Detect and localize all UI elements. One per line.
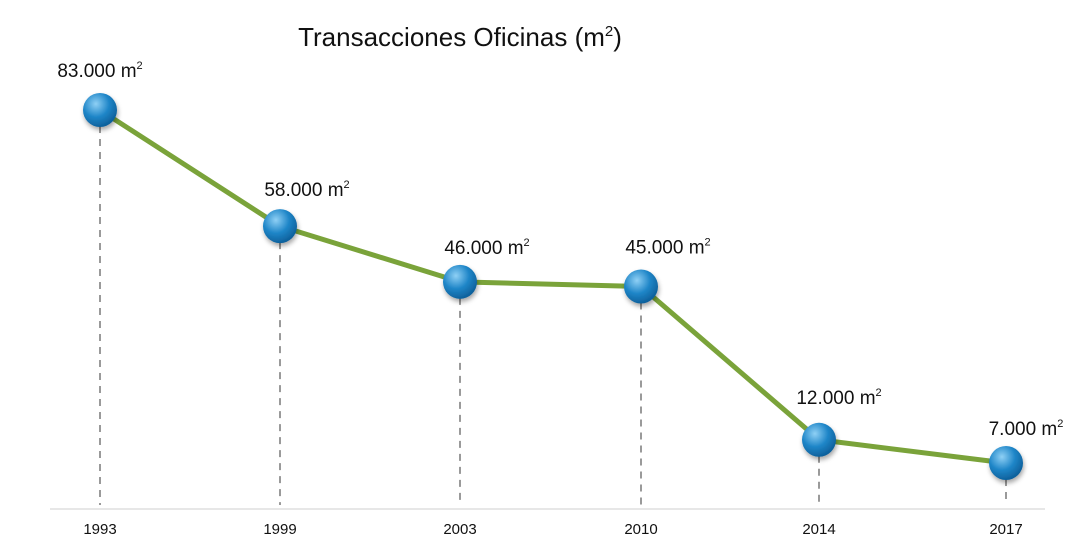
x-tick-labels: 1993 1999 2003 2010 2014 2017	[83, 521, 1022, 538]
data-label-2014: 12.000 m2	[796, 387, 881, 409]
markers	[83, 93, 1023, 480]
data-labels: 83.000 m2 58.000 m2 46.000 m2 45.000 m2 12.0…	[57, 60, 1063, 440]
data-point-2003	[443, 264, 477, 299]
data-point-2010	[624, 269, 658, 304]
chart-title: Transacciones Oficinas (m2)	[298, 22, 622, 52]
series-line	[97, 107, 1009, 466]
data-point-1999	[263, 209, 297, 244]
data-point-2017	[989, 446, 1023, 480]
x-tick-2014: 2014	[802, 521, 835, 538]
x-tick-2010: 2010	[624, 521, 657, 538]
data-label-2017: 7.000 m2	[989, 418, 1064, 440]
data-label-1999: 58.000 m2	[264, 179, 349, 201]
droplines	[99, 126, 1007, 505]
x-tick-2003: 2003	[443, 521, 476, 538]
data-label-2003: 46.000 m2	[444, 237, 529, 259]
x-tick-1999: 1999	[263, 521, 296, 538]
data-label-1993: 83.000 m2	[57, 60, 142, 82]
data-label-2010: 45.000 m2	[625, 237, 710, 259]
x-tick-2017: 2017	[989, 521, 1022, 538]
data-point-1993	[83, 93, 117, 127]
data-point-2014	[802, 422, 836, 457]
x-tick-1993: 1993	[83, 521, 116, 538]
